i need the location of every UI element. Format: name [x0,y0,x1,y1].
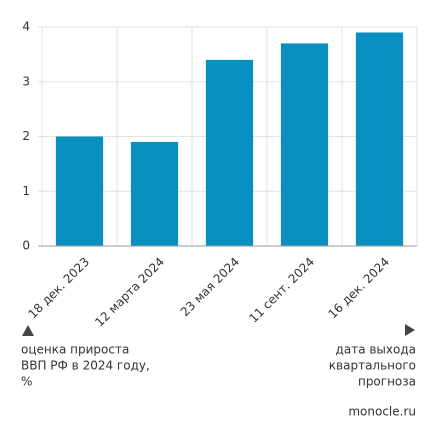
x-axis-label: квартального [329,359,416,373]
x-tick-label: 18 дек. 2023 [25,255,92,322]
y-tick-label: 1 [22,184,30,198]
bar [280,43,329,246]
x-tick-label: 16 дек. 2024 [325,255,392,322]
y-tick-label: 3 [22,74,30,88]
x-tick-label: 23 мая 2024 [178,255,242,319]
y-axis-label: ВВП РФ в 2024 году, [21,359,150,373]
x-arrow [405,324,415,336]
bar [55,136,104,246]
bar [355,32,404,246]
source: monocle.ru [348,405,416,419]
y-axis-label: оценка прироста [21,343,129,357]
y-arrow [22,325,34,336]
y-tick-label: 2 [22,129,30,143]
bar [205,59,254,246]
y-tick-label: 4 [22,20,30,34]
y-tick-label: 0 [22,239,30,253]
bar [130,141,179,246]
x-axis-label: прогноза [358,375,416,389]
x-tick-label: 12 марта 2024 [92,255,167,330]
x-tick-label: 11 сент. 2024 [246,255,317,326]
y-axis-label: % [21,375,32,389]
x-axis-label: дата выхода [336,343,416,357]
